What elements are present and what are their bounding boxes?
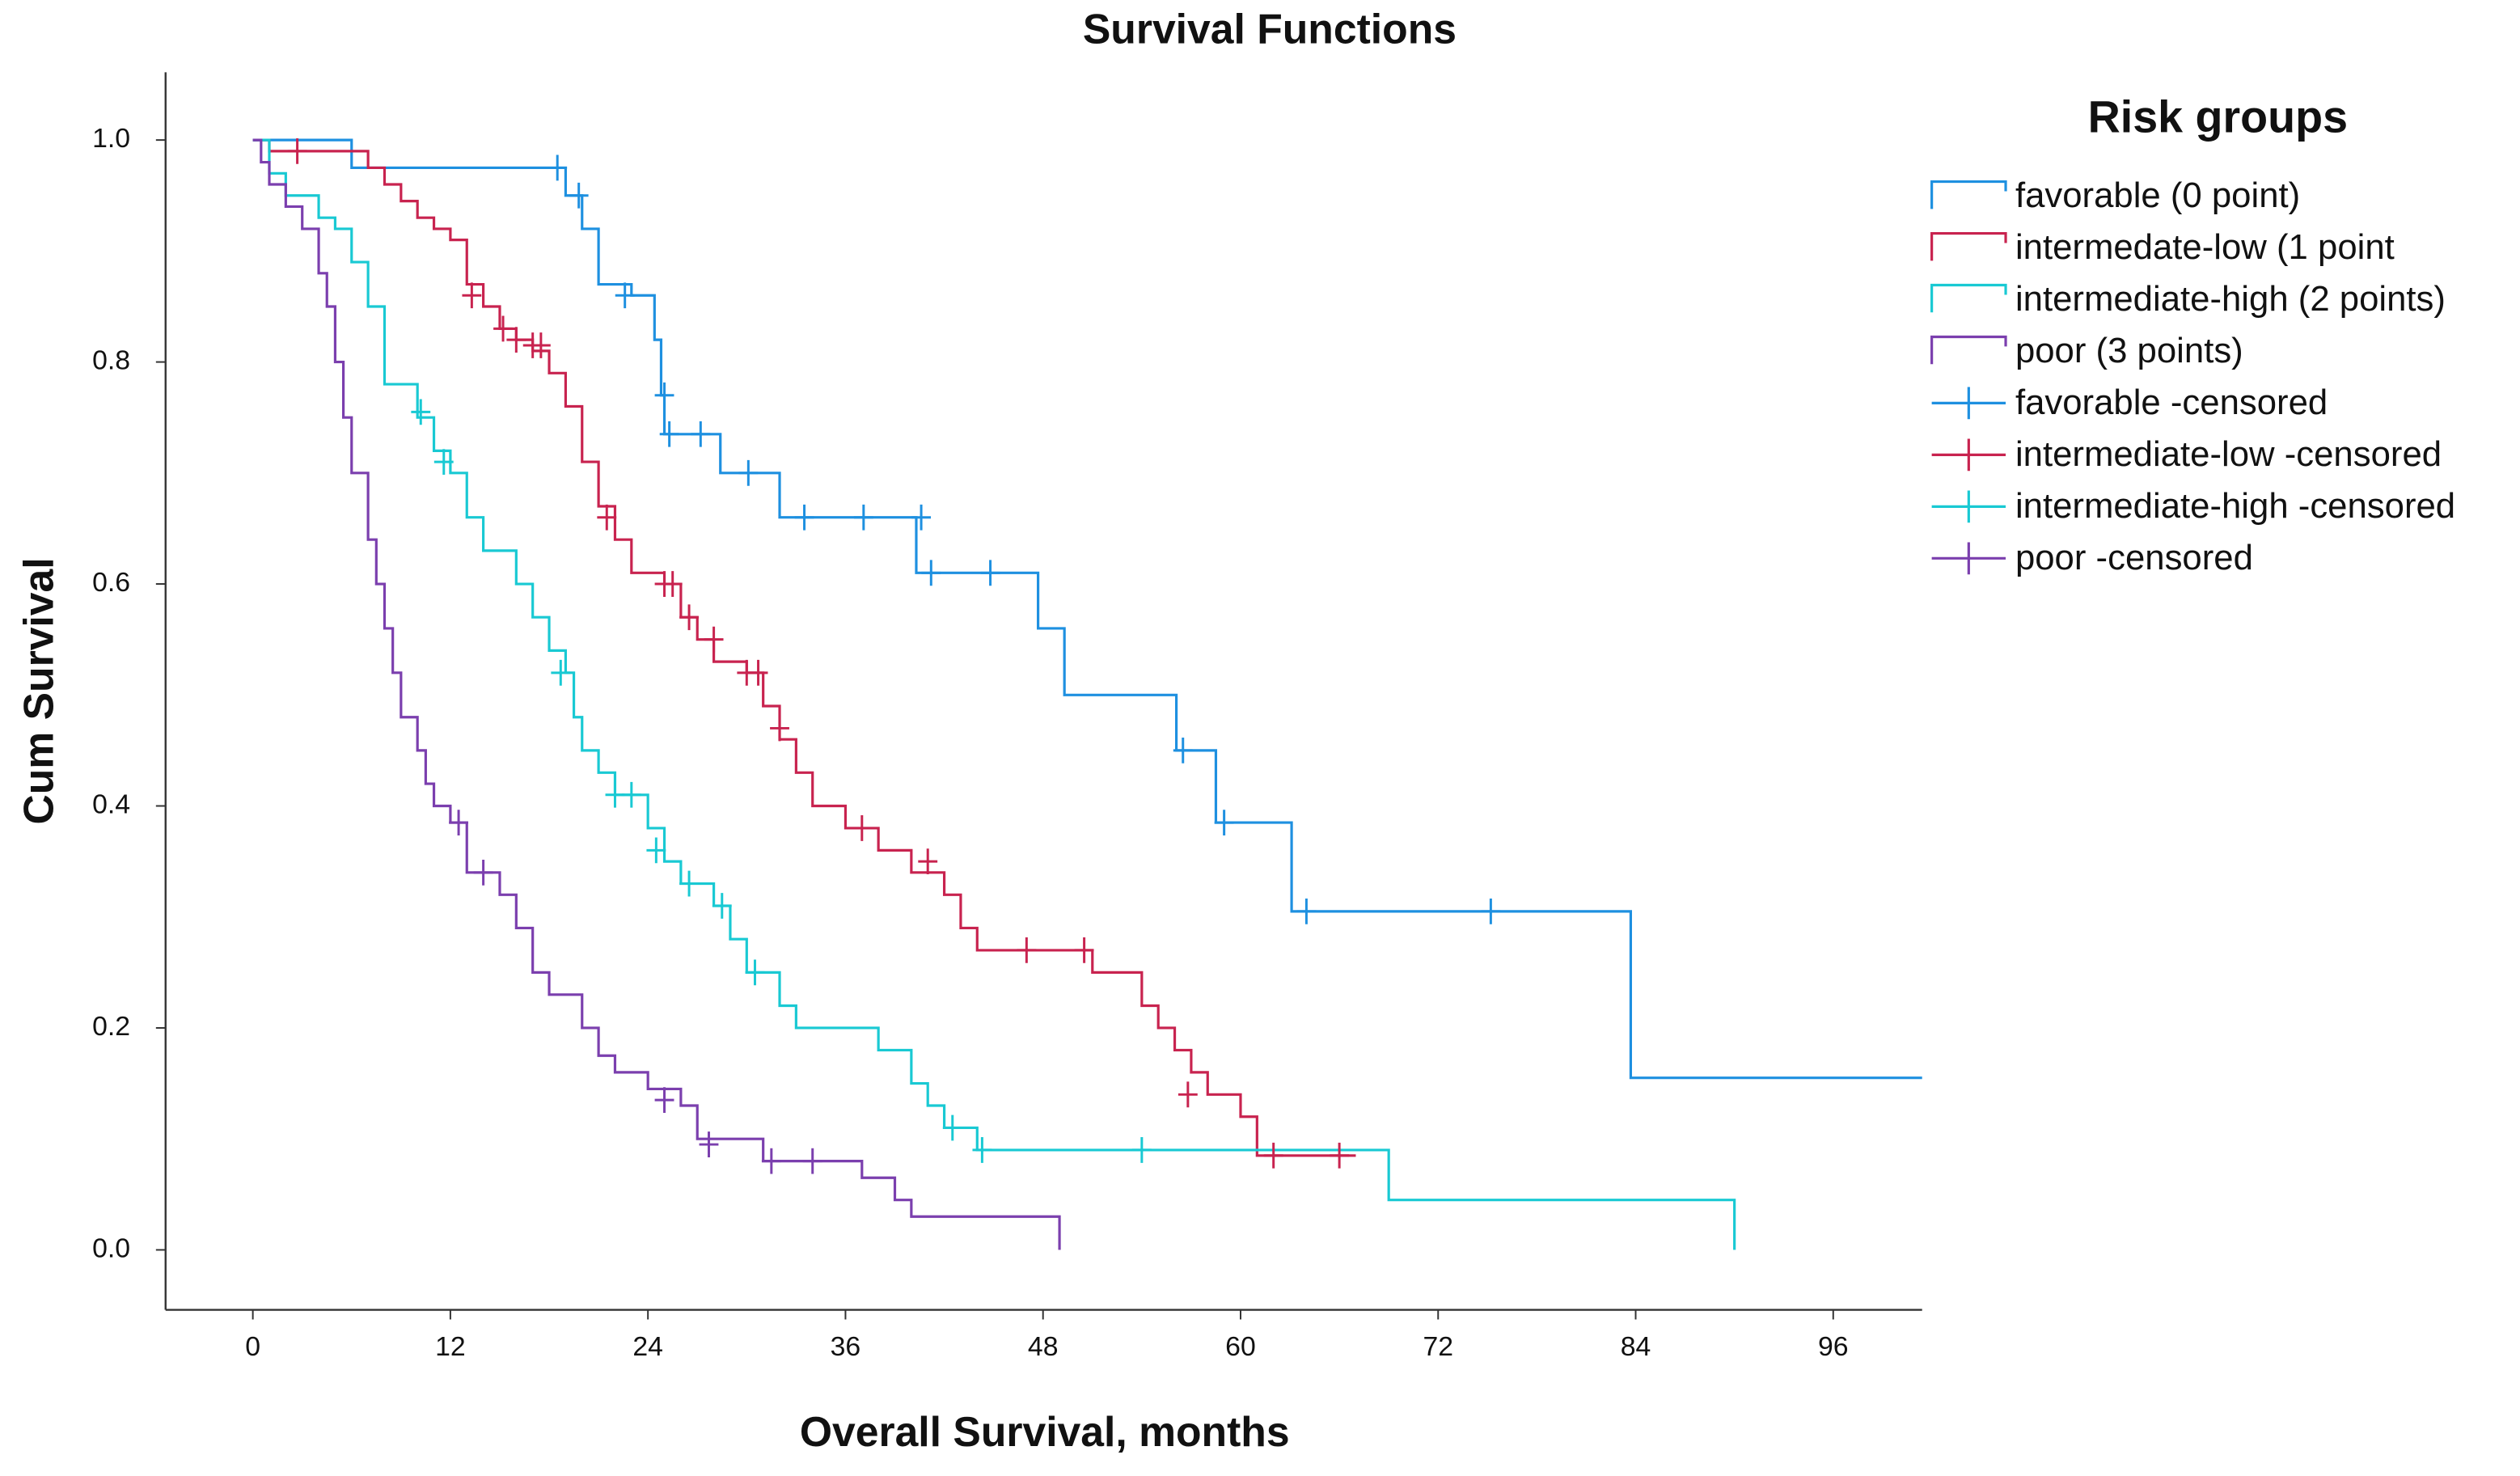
legend-label: intermediate-high -censored	[2015, 486, 2455, 526]
chart-title: Survival Functions	[1083, 5, 1457, 52]
censor-mark	[433, 449, 454, 475]
y-tick-label: 0.2	[92, 1011, 130, 1042]
x-tick-label: 48	[1028, 1331, 1059, 1362]
legend-swatch	[1931, 438, 2006, 472]
survival-line	[252, 138, 1356, 1157]
legend-swatch	[1930, 180, 2007, 209]
censor-mark	[615, 282, 635, 309]
censor-mark	[662, 571, 683, 597]
x-tick-label: 12	[435, 1331, 466, 1362]
legend-label: intermediate-low -censored	[2015, 434, 2442, 474]
legend-swatch	[1931, 490, 2006, 523]
censor-mark	[980, 560, 1000, 586]
censor-mark	[287, 137, 307, 164]
censor-mark	[646, 837, 666, 864]
censor-mark	[972, 1137, 992, 1163]
censor-mark	[679, 604, 699, 631]
censor-mark	[605, 781, 625, 808]
censor-mark	[770, 715, 789, 742]
censor-mark	[1481, 898, 1501, 924]
censor-mark	[473, 859, 493, 886]
censor-mark	[942, 1114, 962, 1141]
censor-mark	[699, 1131, 719, 1157]
censor-mark	[1173, 737, 1193, 763]
x-tick-label: 24	[632, 1331, 663, 1362]
legend-title: Risk groups	[2088, 92, 2348, 142]
censor-mark	[918, 848, 938, 875]
legend-label: favorable (0 point)	[2015, 176, 2300, 215]
censor-mark	[654, 1087, 674, 1114]
legend-label: poor -censored	[2015, 538, 2253, 577]
legend-swatch	[1930, 231, 2007, 261]
censor-mark	[852, 815, 872, 841]
censor-mark	[1296, 898, 1317, 924]
survival-line	[252, 138, 1922, 1080]
legend-swatch	[1931, 542, 2006, 575]
censor-mark	[704, 626, 724, 653]
x-tick-label: 72	[1423, 1331, 1453, 1362]
censor-mark	[1214, 810, 1234, 835]
censor-mark	[569, 182, 589, 209]
censor-mark	[761, 1148, 781, 1174]
censor-mark	[597, 504, 617, 531]
censor-mark	[745, 959, 765, 986]
censor-mark	[411, 399, 431, 425]
censor-mark	[712, 893, 732, 919]
censor-mark	[654, 382, 674, 408]
x-axis-title: Overall Survival, months	[800, 1408, 1290, 1455]
x-tick-label: 96	[1818, 1331, 1849, 1362]
y-tick-label: 0.6	[92, 567, 130, 598]
censor-mark	[531, 332, 551, 358]
y-axis-title: Cum Survival	[15, 557, 61, 824]
censor-mark	[748, 659, 768, 686]
censor-mark	[802, 1148, 822, 1174]
legend-swatch	[1930, 283, 2007, 313]
censor-mark	[1178, 1081, 1198, 1108]
survival-line	[252, 138, 1061, 1250]
censor-mark	[1074, 937, 1094, 963]
censor-mark	[679, 870, 699, 897]
legend-label: favorable -censored	[2015, 383, 2328, 422]
legend-label: intermedate-low (1 point	[2015, 227, 2395, 267]
x-tick-label: 36	[831, 1331, 861, 1362]
legend-swatch	[1931, 387, 2006, 420]
censor-mark	[691, 421, 711, 447]
censor-mark	[449, 810, 469, 835]
censor-mark	[794, 504, 814, 531]
censor-mark	[659, 421, 679, 447]
censor-mark	[911, 504, 932, 531]
y-tick-label: 1.0	[92, 123, 130, 154]
censor-mark	[1263, 1142, 1283, 1169]
censor-mark	[1131, 1137, 1152, 1163]
x-tick-label: 0	[245, 1331, 260, 1362]
censor-mark	[551, 659, 571, 686]
survival-line	[252, 138, 1736, 1250]
censor-mark	[853, 504, 873, 531]
y-tick-label: 0.8	[92, 345, 130, 376]
censor-mark	[506, 327, 526, 353]
censor-mark	[462, 282, 482, 309]
censor-mark	[738, 459, 759, 486]
y-tick-label: 0.4	[92, 789, 130, 819]
legend-label: intermediate-high (2 points)	[2015, 279, 2446, 319]
censor-mark	[1330, 1142, 1350, 1169]
censor-mark	[921, 560, 941, 586]
y-tick-label: 0.0	[92, 1233, 130, 1263]
legend-label: poor (3 points)	[2015, 331, 2243, 370]
x-tick-label: 84	[1621, 1331, 1651, 1362]
censor-mark	[1017, 937, 1037, 963]
legend-swatch	[1930, 335, 2007, 365]
x-tick-label: 60	[1225, 1331, 1256, 1362]
censor-mark	[493, 315, 513, 342]
censor-mark	[548, 154, 568, 181]
censor-mark	[621, 781, 641, 808]
